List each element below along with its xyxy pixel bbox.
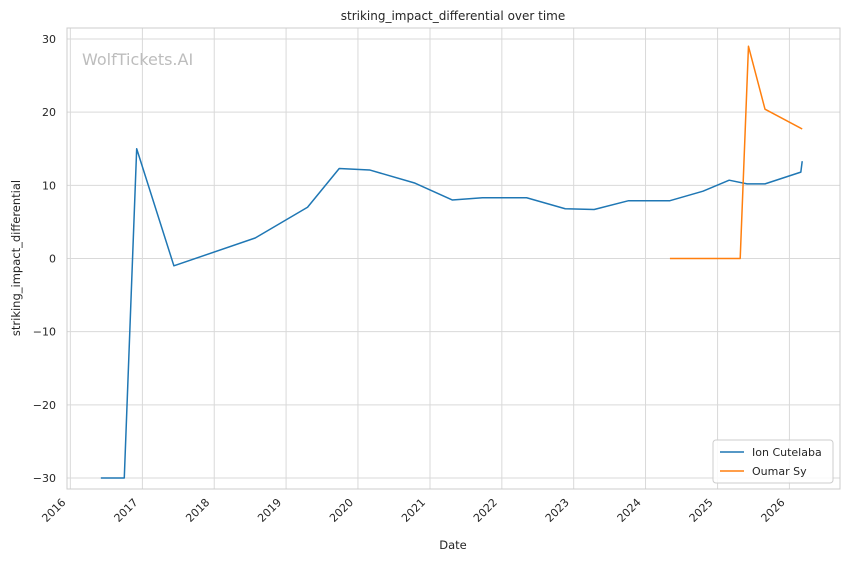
y-tick-label: −30 (33, 472, 56, 485)
legend-label-oumar-sy: Oumar Sy (752, 465, 807, 478)
legend-label-ion-cutelaba: Ion Cutelaba (752, 446, 822, 459)
y-tick-label: 30 (42, 33, 56, 46)
series-line-oumar-sy (669, 45, 803, 260)
y-tick-label: 20 (42, 106, 56, 119)
y-tick-label: 0 (49, 253, 56, 266)
y-tick-label: 10 (42, 179, 56, 192)
watermark-text: WolfTickets.AI (82, 50, 193, 69)
chart-title: striking_impact_differential over time (341, 9, 566, 23)
x-axis-label: Date (439, 538, 467, 552)
series-line-ion-cutelaba (100, 147, 803, 479)
plot-frame (66, 27, 841, 490)
series-lines (100, 45, 803, 479)
y-tick-label: −20 (33, 399, 56, 412)
legend: Ion Cutelaba Oumar Sy (712, 439, 834, 484)
legend-box (712, 439, 834, 484)
y-tick-label: −10 (33, 326, 56, 339)
y-axis-label: striking_impact_differential (9, 180, 23, 336)
